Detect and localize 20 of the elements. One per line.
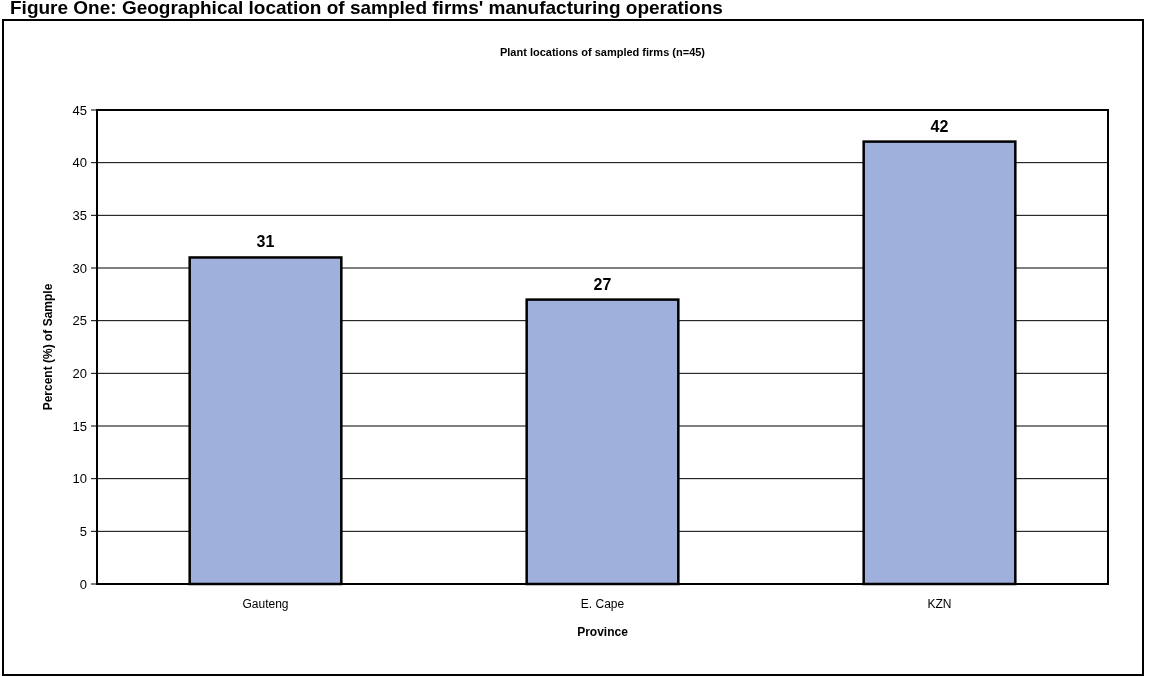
y-tick-label: 0 xyxy=(79,576,87,592)
x-tick-label: KZN xyxy=(927,597,952,611)
x-tick-label: Gauteng xyxy=(242,597,289,611)
x-tick-label: E. Cape xyxy=(580,597,625,611)
x-axis-title: Province xyxy=(577,625,629,639)
y-tick-label: 5 xyxy=(79,523,87,539)
chart-title: Figure One: Geographical location of sampled firms' manufacturing operations xyxy=(10,0,723,18)
y-axis-title: Percent (%) of Sample xyxy=(41,283,55,411)
chart-subtitle: Plant locations of sampled firms (n=45) xyxy=(499,46,706,58)
y-tick-label: 25 xyxy=(72,313,87,329)
y-tick-label: 30 xyxy=(72,260,87,276)
y-tick-label: 15 xyxy=(72,418,87,434)
data-label: 31 xyxy=(256,233,275,251)
y-tick-label: 35 xyxy=(72,207,87,223)
y-tick-label: 10 xyxy=(72,471,87,487)
data-label: 42 xyxy=(930,117,949,135)
y-tick-label: 20 xyxy=(72,365,87,381)
data-label: 27 xyxy=(593,275,612,293)
y-tick-label: 45 xyxy=(72,102,87,118)
y-tick-label: 40 xyxy=(72,155,87,171)
